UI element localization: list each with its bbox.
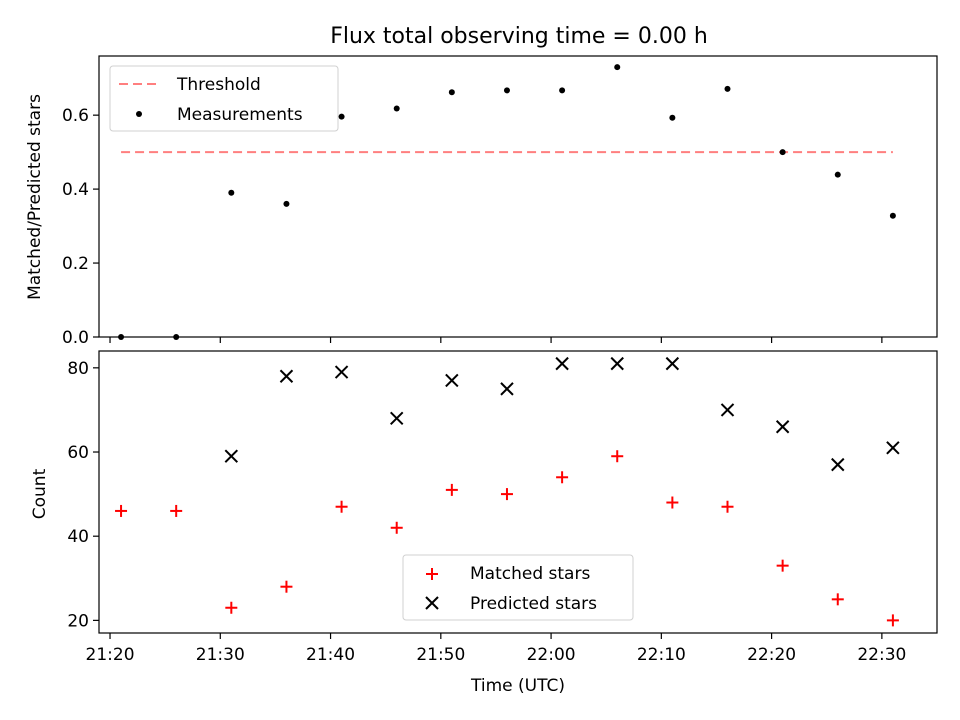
measurement-point <box>228 189 235 196</box>
measurement-point <box>393 105 400 112</box>
x-tick-label: 21:40 <box>306 645 355 665</box>
measurement-point <box>118 334 125 340</box>
measurement-point <box>338 113 345 120</box>
legend-measurement-label: Measurements <box>177 105 303 125</box>
bottom-axes-frame <box>98 350 938 634</box>
matched-star-point <box>115 504 128 517</box>
matched-star-point <box>611 450 624 463</box>
top-panel: 0.0 0.2 0.4 0.6 Matched/Predicted stars Thr… <box>25 55 938 348</box>
top-y-tick-label: 0.0 <box>62 328 89 348</box>
predicted-star-point <box>831 457 845 472</box>
top-legend: Threshold Measurements <box>109 65 339 132</box>
measurement-point <box>503 87 510 94</box>
bottom-y-tick-label: 80 <box>67 359 89 379</box>
bottom-y-ticks: 20 40 60 80 <box>67 359 99 631</box>
measurement-point <box>559 87 566 94</box>
predicted-star-point <box>500 382 514 396</box>
bottom-y-axis-label: Count <box>30 468 50 519</box>
matched-star-point <box>280 580 293 593</box>
matched-star-point <box>170 504 183 517</box>
x-tick-label: 22:30 <box>857 645 906 665</box>
bottom-legend-box <box>402 554 634 621</box>
predicted-star-point <box>390 411 404 426</box>
predicted-star-point <box>775 420 790 434</box>
top-y-ticks: 0.0 0.2 0.4 0.6 <box>62 106 99 348</box>
top-legend-box <box>109 65 339 132</box>
matched-star-point <box>721 500 734 513</box>
matched-star-point <box>776 559 789 572</box>
matched-star-point <box>666 496 679 509</box>
matched-star-point <box>225 601 238 614</box>
top-y-tick-label: 0.6 <box>62 106 89 126</box>
measurement-point <box>448 89 455 96</box>
predicted-star-point <box>720 403 735 417</box>
top-y-tick-label: 0.4 <box>62 180 89 200</box>
bottom-y-tick-label: 20 <box>67 611 89 631</box>
measurement-point <box>283 200 290 207</box>
legend-matched-swatch <box>426 568 438 580</box>
x-tick-label: 22:00 <box>527 645 576 665</box>
predicted-star-point <box>334 365 349 379</box>
top-y-axis-label: Matched/Predicted stars <box>25 94 45 300</box>
legend-predicted-label: Predicted stars <box>470 594 597 614</box>
predicted-star-point <box>555 356 569 371</box>
measurement-point <box>669 114 676 121</box>
measurement-point <box>779 149 786 156</box>
matched-star-point <box>445 483 458 496</box>
matched-star-point <box>390 521 403 534</box>
legend-matched-label: Matched stars <box>470 564 590 584</box>
predicted-star-point <box>610 356 624 371</box>
x-tick-label: 21:30 <box>196 645 245 665</box>
predicted-star-point <box>665 356 680 371</box>
measurement-point <box>834 171 841 178</box>
matched-star-point <box>500 488 513 501</box>
matched-star-point <box>556 471 569 484</box>
measurement-point <box>173 334 180 340</box>
x-tick-label: 21:20 <box>86 645 135 665</box>
predicted-star-point <box>445 373 459 388</box>
count-points <box>115 356 900 627</box>
matched-star-point <box>831 593 844 606</box>
measurement-points <box>118 64 896 340</box>
bottom-y-tick-label: 40 <box>67 527 89 547</box>
chart-title: Flux total observing time = 0.00 h <box>330 24 708 49</box>
top-axes-frame <box>98 55 938 338</box>
top-y-tick-label: 0.2 <box>62 254 89 274</box>
x-tick-label: 22:20 <box>747 645 796 665</box>
legend-predicted-swatch <box>425 596 439 610</box>
predicted-star-point <box>886 441 900 455</box>
legend-threshold-label: Threshold <box>176 75 261 95</box>
measurement-point <box>889 212 896 219</box>
measurement-point <box>614 64 621 71</box>
matched-star-point <box>335 500 348 513</box>
x-tick-label: 22:10 <box>637 645 686 665</box>
bottom-x-ticks: 21:20 21:30 21:40 21:50 22:00 22:10 22:20 22:30 <box>86 633 906 665</box>
matched-star-point <box>886 614 899 627</box>
legend-measurement-swatch <box>136 111 142 117</box>
bottom-y-tick-label: 60 <box>67 443 89 463</box>
measurement-point <box>724 85 731 92</box>
predicted-star-point <box>279 369 294 383</box>
x-axis-label: Time (UTC) <box>470 676 565 696</box>
x-tick-label: 21:50 <box>416 645 465 665</box>
top-x-ticks <box>109 337 883 343</box>
bottom-legend: Matched stars Predicted stars <box>402 554 634 621</box>
predicted-star-point <box>224 449 239 463</box>
